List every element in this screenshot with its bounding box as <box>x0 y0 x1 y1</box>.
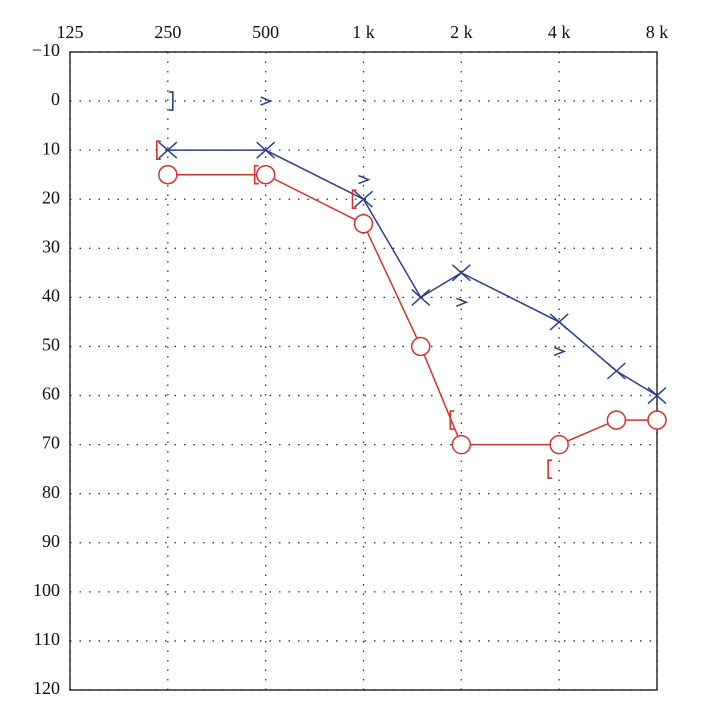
cross-marker <box>256 141 276 159</box>
x-tick-label: 250 <box>154 22 181 42</box>
cross-marker <box>647 386 667 405</box>
x-tick-label: 2 k <box>450 22 473 42</box>
bracket-marker <box>351 189 357 210</box>
circle-marker <box>606 410 627 430</box>
x-tick-label: 8 k <box>646 22 669 42</box>
y-tick-label: 70 <box>42 433 60 453</box>
y-tick-label: 80 <box>42 482 60 502</box>
chevron-marker <box>553 346 567 357</box>
chevron-marker <box>358 174 371 185</box>
x-tick-label: 125 <box>57 22 84 42</box>
cross-marker <box>451 264 471 282</box>
y-tick-label: −10 <box>32 40 60 60</box>
y-tick-label: 110 <box>34 629 60 649</box>
y-tick-label: 0 <box>51 89 60 109</box>
series-line <box>167 149 658 397</box>
bracket-marker <box>547 459 553 479</box>
circle-marker <box>410 336 431 357</box>
series-line <box>167 173 657 446</box>
y-tick-label: 20 <box>42 187 60 207</box>
chevron-marker <box>456 297 469 307</box>
y-tick-label: 120 <box>33 678 60 698</box>
y-tick-label: 60 <box>42 384 60 404</box>
y-tick-label: 90 <box>42 531 60 551</box>
plot-frame <box>69 51 658 691</box>
chevron-marker <box>260 96 273 106</box>
y-tick-label: 30 <box>42 236 60 256</box>
y-tick-label: 50 <box>42 335 60 355</box>
cross-marker <box>158 141 178 159</box>
bracket-marker <box>168 91 174 111</box>
bracket-marker <box>253 164 259 185</box>
bracket-marker <box>449 410 455 430</box>
cross-marker <box>549 313 569 331</box>
y-tick-label: 100 <box>33 580 60 600</box>
circle-marker <box>647 410 667 430</box>
x-tick-label: 500 <box>252 22 279 42</box>
circle-marker <box>158 164 178 185</box>
y-tick-label: 10 <box>42 138 60 158</box>
circle-marker <box>451 434 472 455</box>
x-tick-label: 4 k <box>548 22 571 42</box>
x-tick-label: 1 k <box>352 22 375 42</box>
cross-marker <box>606 362 626 380</box>
circle-marker <box>549 434 569 455</box>
y-tick-label: 40 <box>42 286 60 306</box>
circle-marker <box>255 164 276 185</box>
bracket-marker <box>156 140 161 160</box>
cross-marker <box>411 288 431 306</box>
circle-marker <box>353 214 374 234</box>
cross-marker <box>354 190 373 208</box>
